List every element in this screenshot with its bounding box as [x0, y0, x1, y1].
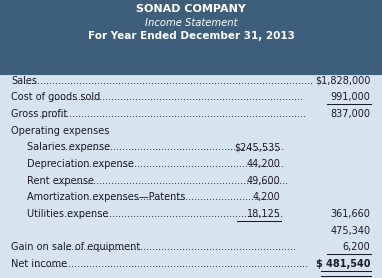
Text: Sales: Sales: [11, 76, 37, 86]
Text: Depreciation expense: Depreciation expense: [27, 159, 134, 169]
Text: Rent expense: Rent expense: [27, 176, 94, 186]
Text: Net income: Net income: [11, 259, 68, 269]
Text: $1,828,000: $1,828,000: [315, 76, 371, 86]
Text: 475,340: 475,340: [330, 226, 371, 236]
Text: Salaries expense: Salaries expense: [27, 142, 110, 152]
Text: ..............................................................: ........................................…: [86, 192, 275, 202]
Text: .............................................................................: ........................................…: [62, 242, 296, 252]
Text: Gross profit: Gross profit: [11, 109, 68, 119]
Text: 49,600: 49,600: [247, 176, 281, 186]
Text: Income Statement: Income Statement: [145, 18, 237, 28]
Text: Utilities expense: Utilities expense: [27, 209, 108, 219]
Text: ................................................................................: ........................................…: [22, 76, 313, 86]
Text: ................................................................................: ........................................…: [32, 259, 308, 269]
Text: Operating expenses: Operating expenses: [11, 126, 110, 136]
Text: Gain on sale of equipment: Gain on sale of equipment: [11, 242, 141, 252]
Text: ..............................................................................: ........................................…: [51, 176, 288, 186]
Text: 44,200: 44,200: [247, 159, 281, 169]
Text: 361,660: 361,660: [331, 209, 371, 219]
Text: $245,535: $245,535: [234, 142, 281, 152]
Text: Cost of goods sold: Cost of goods sold: [11, 92, 101, 102]
Text: $ 481,540: $ 481,540: [316, 259, 371, 269]
Text: 991,000: 991,000: [331, 92, 371, 102]
Text: 837,000: 837,000: [330, 109, 371, 119]
Text: .........................................................................: ........................................…: [62, 209, 283, 219]
Text: 6,200: 6,200: [343, 242, 371, 252]
Text: ................................................................................: ........................................…: [36, 109, 306, 119]
Text: .......................................................................: ........................................…: [68, 159, 283, 169]
Text: ................................................................................: ........................................…: [48, 92, 303, 102]
Text: For Year Ended December 31, 2013: For Year Ended December 31, 2013: [87, 31, 295, 41]
Text: 18,125: 18,125: [247, 209, 281, 219]
Text: SONAD COMPANY: SONAD COMPANY: [136, 4, 246, 14]
Text: 4,200: 4,200: [253, 192, 281, 202]
Text: ..........................................................................: ........................................…: [59, 142, 285, 152]
Text: Amortization expenses—Patents: Amortization expenses—Patents: [27, 192, 185, 202]
